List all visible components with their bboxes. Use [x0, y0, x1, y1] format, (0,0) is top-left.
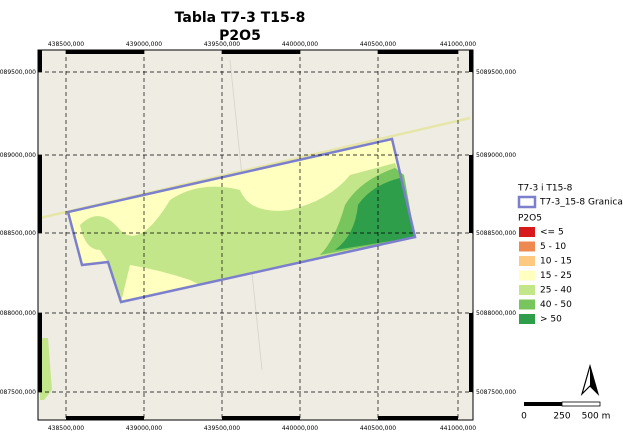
field-fragment	[40, 338, 52, 400]
y-coord-label: 5088000,000	[0, 310, 36, 317]
legend-swatch	[519, 241, 535, 252]
legend-label: 40 - 50	[540, 300, 572, 310]
x-coord-label: 440000,000	[282, 41, 318, 48]
y-coord-label: 5089500,000	[476, 69, 516, 76]
legend-label: 15 - 25	[540, 271, 572, 281]
title: Tabla T7-3 T15-8	[175, 10, 306, 26]
legend-swatch	[519, 314, 535, 324]
legend-label: 5 - 10	[540, 242, 566, 252]
y-coord-label: 5089500,000	[0, 69, 36, 76]
x-coord-label: 439500,000	[204, 425, 240, 432]
x-coord-label: 441000,000	[440, 425, 476, 432]
x-coord-label: 441000,000	[440, 41, 476, 48]
scale-label: 0	[521, 412, 527, 422]
y-coord-label: 5089000,000	[476, 152, 516, 159]
frame-bars	[38, 50, 473, 420]
legend-swatch	[519, 299, 535, 310]
scale-label: 500 m	[582, 412, 611, 422]
y-coord-label: 5087500,000	[476, 389, 516, 396]
x-coord-label: 440000,000	[282, 425, 318, 432]
legend-swatch	[519, 256, 535, 266]
x-coord-label: 438500,000	[48, 425, 84, 432]
y-coord-label: 5088500,000	[0, 230, 36, 237]
legend-swatch	[519, 227, 535, 237]
legend-label: 25 - 40	[540, 286, 572, 296]
subtitle: P2O5	[219, 28, 261, 44]
y-coord-label: 5087500,000	[0, 389, 36, 396]
legend-group: T7-3 i T15-8	[517, 184, 573, 194]
x-coord-label: 439000,000	[126, 41, 162, 48]
legend-classes-title: P2O5	[518, 214, 542, 224]
boundary-swatch	[517, 195, 537, 209]
legend: T7-3 i T15-8 T7-3_15-8 Granica P2O5	[517, 184, 623, 224]
legend-label: <= 5	[540, 228, 564, 238]
x-coord-label: 438500,000	[48, 41, 84, 48]
zone-15-25	[121, 265, 200, 302]
scale-label: 250	[553, 412, 570, 422]
scale-bar	[524, 401, 601, 407]
x-coord-label: 440500,000	[360, 425, 396, 432]
x-coord-label: 439000,000	[126, 425, 162, 432]
legend-label: 10 - 15	[540, 257, 572, 267]
legend-swatch	[519, 270, 535, 281]
x-coord-label: 440500,000	[360, 41, 396, 48]
y-coord-label: 5089000,000	[0, 152, 36, 159]
y-coord-label: 5088000,000	[476, 310, 516, 317]
north-arrow	[580, 363, 600, 397]
grid	[38, 50, 473, 420]
zone-25-40	[80, 163, 415, 302]
legend-swatch	[519, 285, 535, 295]
x-coord-label: 439500,000	[204, 41, 240, 48]
legend-label: > 50	[540, 315, 562, 325]
y-coord-label: 5088500,000	[476, 230, 516, 237]
field-boundary	[66, 137, 417, 304]
map-frame	[37, 49, 474, 421]
zone-gt-50	[335, 178, 415, 250]
legend-boundary: T7-3_15-8 Granica	[539, 198, 623, 208]
